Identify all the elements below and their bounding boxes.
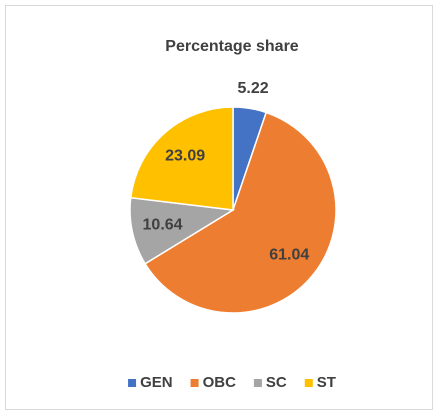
pie-slice bbox=[129, 106, 234, 211]
pie-slice bbox=[144, 111, 337, 314]
legend-swatch bbox=[190, 379, 199, 387]
legend-label: GEN bbox=[140, 374, 173, 391]
data-label: 10.64 bbox=[143, 217, 183, 234]
legend-swatch bbox=[304, 379, 313, 387]
pie-slice bbox=[129, 196, 236, 265]
chart-title: Percentage share bbox=[165, 38, 299, 55]
data-label: 23.09 bbox=[165, 147, 205, 164]
legend-swatch bbox=[128, 379, 137, 387]
legend-label: SC bbox=[266, 374, 287, 391]
legend-label: ST bbox=[317, 374, 336, 391]
legend-swatch bbox=[253, 379, 262, 387]
legend-label: OBC bbox=[203, 374, 237, 391]
data-label: 5.22 bbox=[238, 80, 269, 97]
data-label: 61.04 bbox=[269, 246, 309, 263]
